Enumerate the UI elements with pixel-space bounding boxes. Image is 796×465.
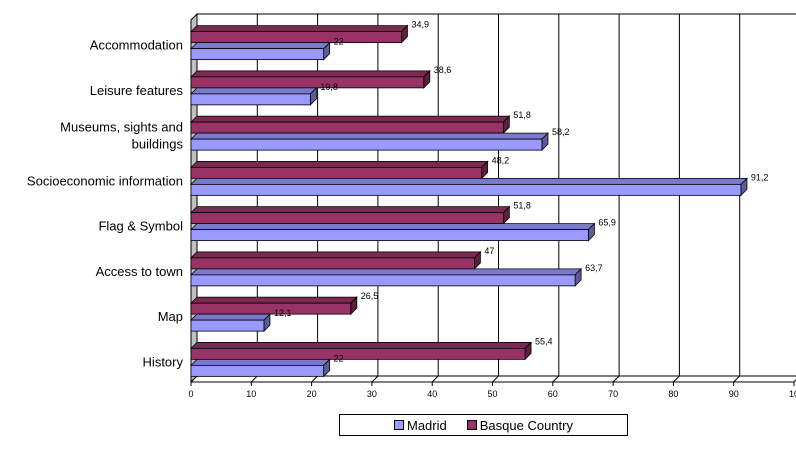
value-label-basque-country-leisure-features: 38,6 [434,65,452,75]
category-label-flag-symbol: Flag & Symbol [98,219,183,234]
value-label-madrid-map: 12,1 [274,308,292,318]
value-label-madrid-access-to-town: 63,7 [585,263,603,273]
value-label-madrid-flag-symbol: 65,9 [598,218,616,228]
bar-top-basque-country-map [190,296,358,304]
floor-gridline [793,379,796,383]
bar-basque-country-flag-symbol [190,212,504,225]
bar-top-madrid-access-to-town [190,268,583,276]
bar-basque-country-history [190,347,526,360]
bar-madrid-leisure-features [190,93,311,106]
bar-top-basque-country-flag-symbol [190,206,511,214]
value-label-basque-country-access-to-town: 47 [484,246,494,256]
x-tick-label: 90 [729,389,739,399]
category-label-history: History [143,354,184,369]
bar-madrid-map [190,319,265,332]
floor-gridline [311,375,318,383]
x-tick-label: 10 [789,389,796,399]
x-tick-label: 60 [548,389,558,399]
category-label-access-to-town: Access to town [96,264,183,279]
x-tick-label: 50 [487,389,497,399]
bar-top-basque-country-leisure-features [190,70,431,78]
legend-item-madrid: Madrid [394,418,447,433]
value-label-basque-country-museums-sights-and-buildings: 51,8 [513,110,531,120]
floor-gridline [552,375,560,383]
bar-basque-country-access-to-town [190,257,475,270]
legend-label-madrid: Madrid [407,417,447,433]
floor-gridline [612,375,620,383]
bar-top-madrid-flag-symbol [190,223,596,231]
bar-madrid-history [190,364,325,377]
x-tick-label: 0 [188,389,193,399]
chart-legend: Madrid Basque Country [339,414,628,436]
floor-gridline [431,375,439,383]
legend-label-basque-country: Basque Country [479,417,573,433]
legend-swatch-basque-country [466,420,477,430]
value-label-madrid-socioeconomic-information: 91,2 [751,172,769,182]
bar-top-basque-country-socioeconomic-information [190,160,489,168]
bar-madrid-socioeconomic-information [190,183,742,196]
value-label-basque-country-socioeconomic-information: 48,2 [492,155,510,165]
value-label-basque-country-history: 55,4 [535,336,553,346]
bar-top-basque-country-accommodation [190,25,409,33]
floor-gridline [673,375,680,383]
bar-top-madrid-history [190,358,331,366]
value-label-basque-country-accommodation: 34,9 [411,20,429,30]
value-label-madrid-history: 22 [334,353,344,363]
bar-top-madrid-socioeconomic-information [190,177,748,185]
value-label-basque-country-flag-symbol: 51,8 [513,201,531,211]
bar-top-basque-country-access-to-town [190,251,482,259]
bar-basque-country-museums-sights-and-buildings [190,121,504,134]
category-label-museums-sights-and-buildings: Museums, sights and buildings [60,120,183,152]
bar-madrid-accommodation [190,48,325,61]
x-tick-label: 80 [668,389,678,399]
floor-gridline [492,375,499,383]
bar-top-madrid-museums-sights-and-buildings [190,132,549,140]
category-label-socioeconomic-information: Socioeconomic information [27,173,183,188]
bar-madrid-flag-symbol [190,229,589,242]
value-label-madrid-leisure-features: 19,8 [320,82,338,92]
category-label-leisure-features: Leisure features [90,83,184,98]
category-label-map: Map [158,309,183,324]
category-label-accommodation: Accommodation [90,38,183,53]
x-tick-label: 40 [427,389,437,399]
bar-basque-country-socioeconomic-information [190,166,483,179]
bar-madrid-museums-sights-and-buildings [190,138,543,151]
floor-gridline [190,375,198,383]
bar-madrid-access-to-town [190,274,576,287]
bar-basque-country-leisure-features [190,76,425,89]
floor-gridline [250,375,258,383]
x-tick-label: 70 [608,389,618,399]
bar-top-basque-country-museums-sights-and-buildings [190,115,511,123]
value-label-madrid-accommodation: 22 [334,37,344,47]
bar-basque-country-map [190,302,352,315]
bar-top-madrid-leisure-features [190,87,318,95]
floor-gridline [371,375,379,383]
floor-gridline [733,375,741,383]
value-label-madrid-museums-sights-and-buildings: 58,2 [552,127,570,137]
bar-basque-country-accommodation [190,31,402,44]
bar-chart: 0 10 20 30 40 50 60 70 80 90 10 Accommodation 34,9 22… [27,12,796,399]
x-tick-label: 20 [307,389,317,399]
bar-top-basque-country-history [190,341,533,349]
legend-item-basque-country: Basque Country [466,417,573,433]
bar-top-madrid-map [190,313,271,321]
x-tick-label: 30 [367,389,377,399]
x-tick-label: 10 [246,389,256,399]
legend-swatch-madrid [394,420,404,430]
bar-top-madrid-accommodation [190,42,331,50]
value-label-basque-country-map: 26,5 [361,291,379,301]
